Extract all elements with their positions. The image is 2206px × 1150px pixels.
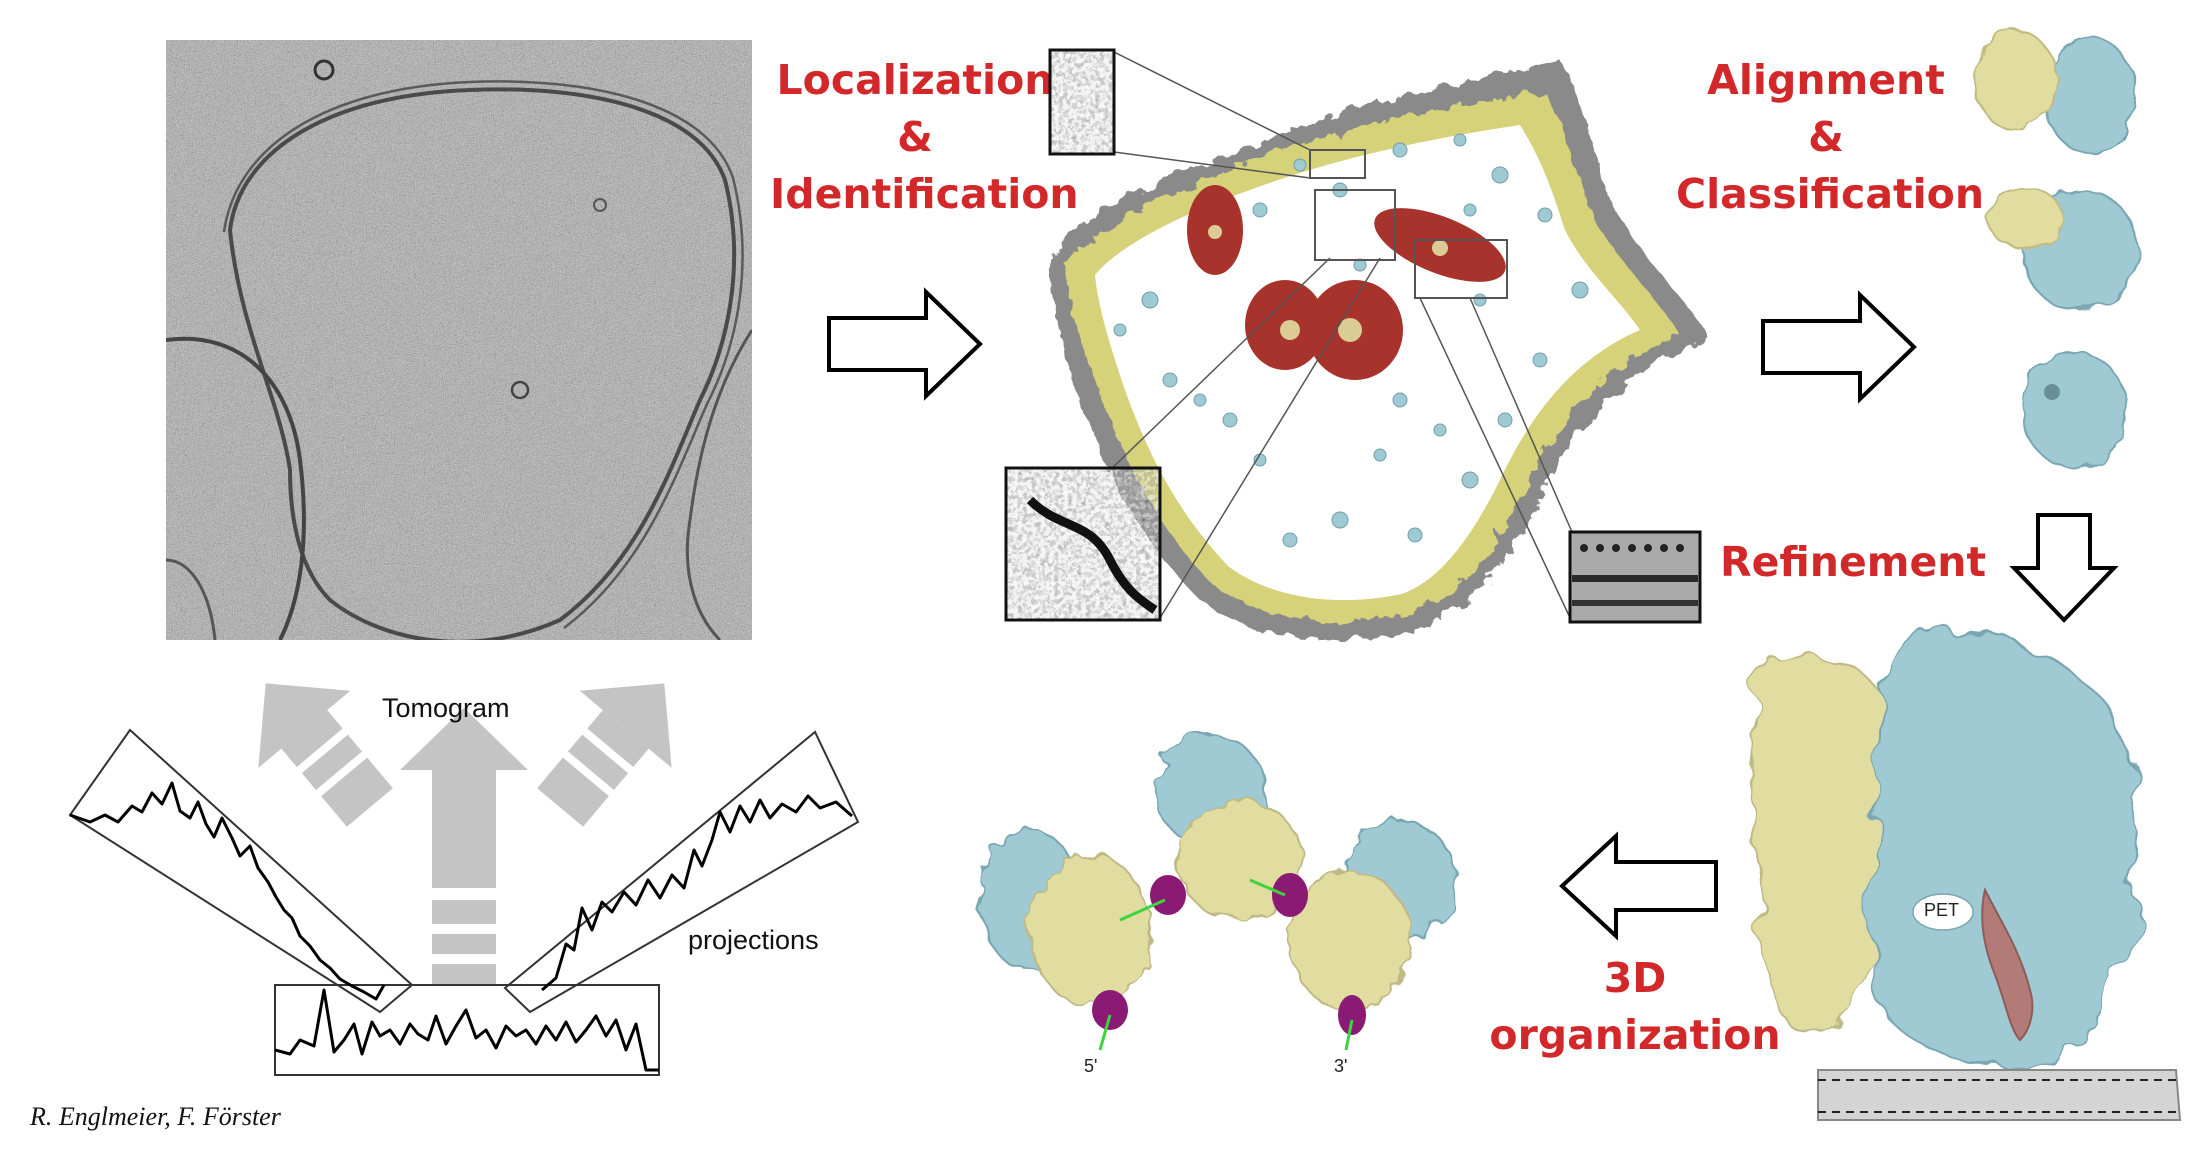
five-prime-label: 5' — [1084, 1056, 1098, 1076]
pet-label: PET — [1924, 900, 1960, 920]
arrow-right-icon — [827, 287, 983, 401]
arrow-down-icon — [2009, 513, 2119, 623]
alignment-classification-label: Alignment & Classification — [1676, 52, 1985, 223]
refinement-label: Refinement — [1720, 538, 1987, 586]
label-line: Alignment — [1707, 56, 1945, 104]
arrow-right-icon — [1761, 290, 1917, 404]
label-line: & — [897, 113, 933, 161]
three-prime-label: 3' — [1334, 1056, 1348, 1076]
localization-identification-label: Localization & Identification — [770, 52, 1079, 223]
label-line: 3D — [1603, 954, 1667, 1002]
label-line: Identification — [770, 170, 1079, 218]
tomogram-label: Tomogram — [382, 693, 510, 723]
arrow-left-icon — [1559, 831, 1718, 941]
label-line: & — [1808, 113, 1844, 161]
label-line: Localization — [776, 56, 1054, 104]
label-line: organization — [1489, 1011, 1781, 1059]
credit-text: R. Englmeier, F. Förster — [30, 1102, 281, 1131]
label-line: Classification — [1676, 170, 1985, 218]
projections-label: projections — [688, 925, 819, 955]
organization-label: 3D organization — [1480, 950, 1790, 1064]
